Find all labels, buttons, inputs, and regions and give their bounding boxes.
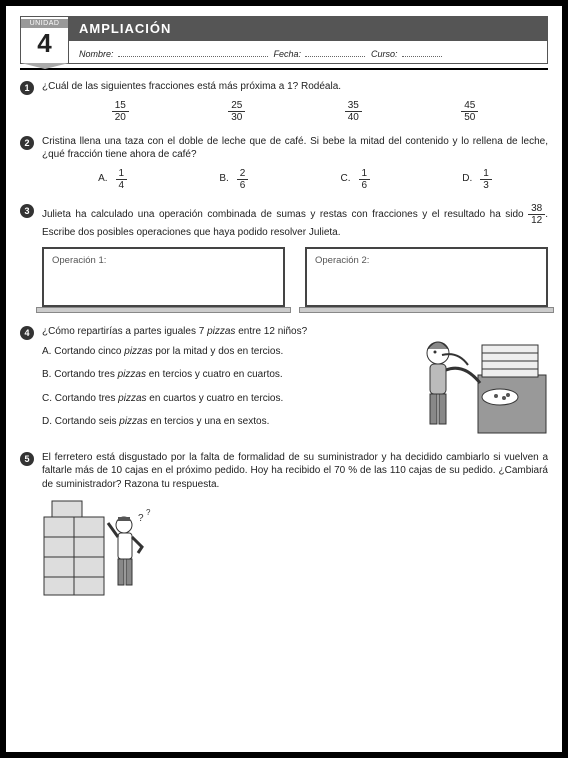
option-a[interactable]: A. Cortando cinco pizzas por la mitad y … xyxy=(42,345,400,359)
q2-prompt: Cristina llena una taza con el doble de … xyxy=(42,135,548,162)
course-input-line[interactable] xyxy=(402,47,442,57)
svg-text:?: ? xyxy=(138,513,144,524)
question-4: 4 ¿Cómo repartirías a partes iguales 7 p… xyxy=(20,325,548,439)
header: UNIDAD 4 AMPLIACIÓN Nombre: Fecha: Curso… xyxy=(20,16,548,64)
boxes-man-illustration: ? ? xyxy=(42,497,182,597)
name-label: Nombre: xyxy=(79,49,114,59)
option-b[interactable]: B.26 xyxy=(219,168,248,191)
question-number: 3 xyxy=(20,204,34,218)
option-a[interactable]: A.14 xyxy=(98,168,127,191)
question-3: 3 Julieta ha calculado una operación com… xyxy=(20,203,548,314)
unit-number: 4 xyxy=(21,28,68,60)
fraction-result: 3812 xyxy=(528,203,545,226)
option-c[interactable]: C.16 xyxy=(341,168,371,191)
unit-label: UNIDAD xyxy=(21,19,68,28)
date-input-line[interactable] xyxy=(305,47,365,57)
svg-text:?: ? xyxy=(146,508,151,517)
title-bar: AMPLIACIÓN Nombre: Fecha: Curso: xyxy=(68,16,548,64)
option-d[interactable]: D.13 xyxy=(462,168,492,191)
name-input-line[interactable] xyxy=(118,47,268,57)
operation-box-1[interactable]: Operación 1: xyxy=(42,247,285,313)
option-b[interactable]: B. Cortando tres pizzas en tercios y cua… xyxy=(42,368,400,382)
fraction[interactable]: 2530 xyxy=(228,100,245,123)
pizza-boy-illustration xyxy=(408,325,548,435)
header-rule xyxy=(20,68,548,70)
q1-prompt: ¿Cuál de las siguientes fracciones está … xyxy=(42,80,548,94)
date-label: Fecha: xyxy=(274,49,302,59)
course-label: Curso: xyxy=(371,49,398,59)
q3-answer-boxes: Operación 1: Operación 2: xyxy=(42,247,548,313)
fraction[interactable]: 3540 xyxy=(345,100,362,123)
worksheet-page: UNIDAD 4 AMPLIACIÓN Nombre: Fecha: Curso… xyxy=(0,0,568,758)
question-number: 4 xyxy=(20,326,34,340)
section-title: AMPLIACIÓN xyxy=(68,16,548,41)
question-1: 1 ¿Cuál de las siguientes fracciones est… xyxy=(20,80,548,123)
q4-prompt: ¿Cómo repartirías a partes iguales 7 piz… xyxy=(42,325,400,339)
question-number: 5 xyxy=(20,452,34,466)
question-number: 2 xyxy=(20,136,34,150)
question-2: 2 Cristina llena una taza con el doble d… xyxy=(20,135,548,191)
q4-options: A. Cortando cinco pizzas por la mitad y … xyxy=(42,345,400,429)
option-c[interactable]: C. Cortando tres pizzas en cuartos y cua… xyxy=(42,392,400,406)
q1-fractions: 1520 2530 3540 4550 xyxy=(42,94,548,123)
unit-badge: UNIDAD 4 xyxy=(20,16,68,64)
q2-options: A.14 B.26 C.16 D.13 xyxy=(42,162,548,191)
q3-prompt: Julieta ha calculado una operación combi… xyxy=(42,203,548,240)
q5-prompt: El ferretero está disgustado por la falt… xyxy=(42,451,548,492)
question-5: 5 El ferretero está disgustado por la fa… xyxy=(20,451,548,598)
fraction[interactable]: 4550 xyxy=(461,100,478,123)
fraction[interactable]: 1520 xyxy=(112,100,129,123)
student-fields: Nombre: Fecha: Curso: xyxy=(68,41,548,64)
operation-box-2[interactable]: Operación 2: xyxy=(305,247,548,313)
question-number: 1 xyxy=(20,81,34,95)
option-d[interactable]: D. Cortando seis pizzas en tercios y una… xyxy=(42,415,400,429)
